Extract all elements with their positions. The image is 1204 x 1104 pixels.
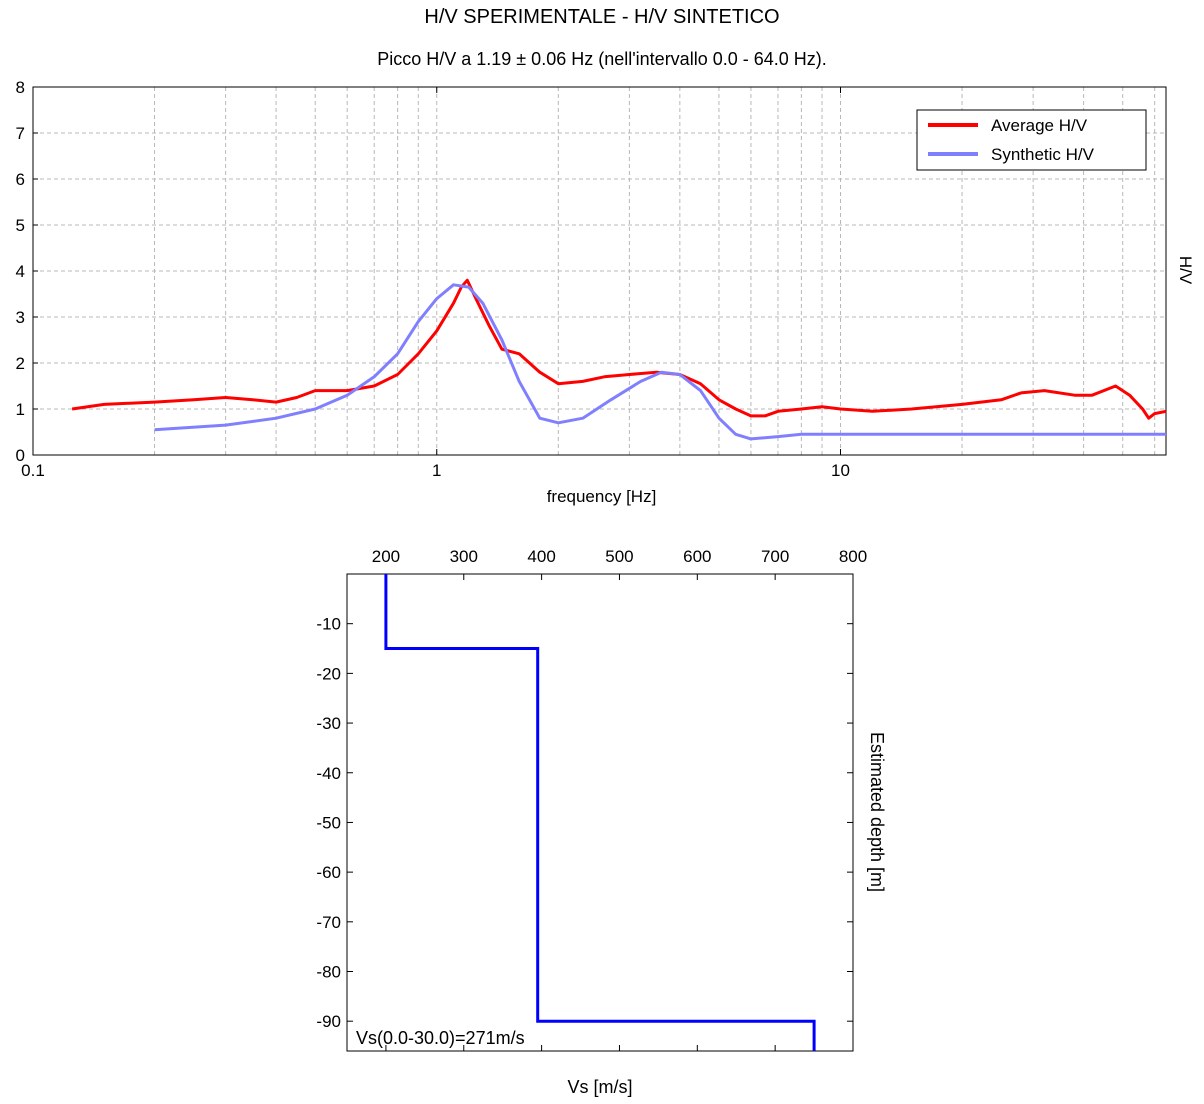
y-tick-label: -70 [316,913,341,932]
y-tick-label: -90 [316,1012,341,1031]
x-tick-label: 700 [761,547,789,566]
y-tick-label: -60 [316,863,341,882]
x-axis-label: Vs [m/s] [567,1077,632,1097]
series-line-1 [71,278,1167,420]
y-tick-label: -20 [316,664,341,683]
y-tick-label: -80 [316,963,341,982]
x-tick-label: 200 [372,547,400,566]
y-axis-label: H/V [1176,256,1195,285]
vs-plot-frame [346,573,854,1052]
y-tick-label: 3 [16,308,25,327]
x-tick-label: 500 [605,547,633,566]
x-tick-label: 10 [831,461,850,480]
y-tick-label: 0 [16,446,25,465]
y-tick-label: -10 [316,615,341,634]
legend-label: Average H/V [991,116,1088,135]
legend-box [916,109,1147,171]
x-tick-label: 600 [683,547,711,566]
y-tick-label: 6 [16,170,25,189]
y-tick-label: 4 [16,262,25,281]
y-tick-label: -30 [316,714,341,733]
y-tick-label: -40 [316,764,341,783]
x-axis-label: frequency [Hz] [547,487,657,506]
y-tick-label: 7 [16,124,25,143]
y-tick-label: -50 [316,813,341,832]
hv-chart: 0.1 1 10 0 1 2 3 4 5 6 7 8 frequency [Hz] H/V Average … [16,78,1195,506]
chart-subtitle: Picco H/V a 1.19 ± 0.06 Hz (nell'interva… [377,49,827,69]
chart-title: H/V SPERIMENTALE - H/V SINTETICO [424,6,780,28]
y-tick-label: 1 [16,400,25,419]
vs-profile-line [384,574,816,1051]
y-tick-label: 5 [16,216,25,235]
legend-label: Synthetic H/V [991,145,1095,164]
series-line-2 [154,283,1166,441]
y-tick-label: 8 [16,78,25,97]
hv-grid [33,87,1166,455]
x-tick-label: 800 [839,547,867,566]
vs30-annotation: Vs(0.0-30.0)=271m/s [356,1028,525,1048]
x-tick-label: 300 [450,547,478,566]
legend: Average H/V Synthetic H/V [916,109,1147,171]
x-tick-label: 0.1 [21,461,45,480]
x-tick-label: 1 [432,461,441,480]
y-axis-label: Estimated depth [m] [867,732,887,892]
y-tick-label: 2 [16,354,25,373]
x-tick-label: 400 [527,547,555,566]
